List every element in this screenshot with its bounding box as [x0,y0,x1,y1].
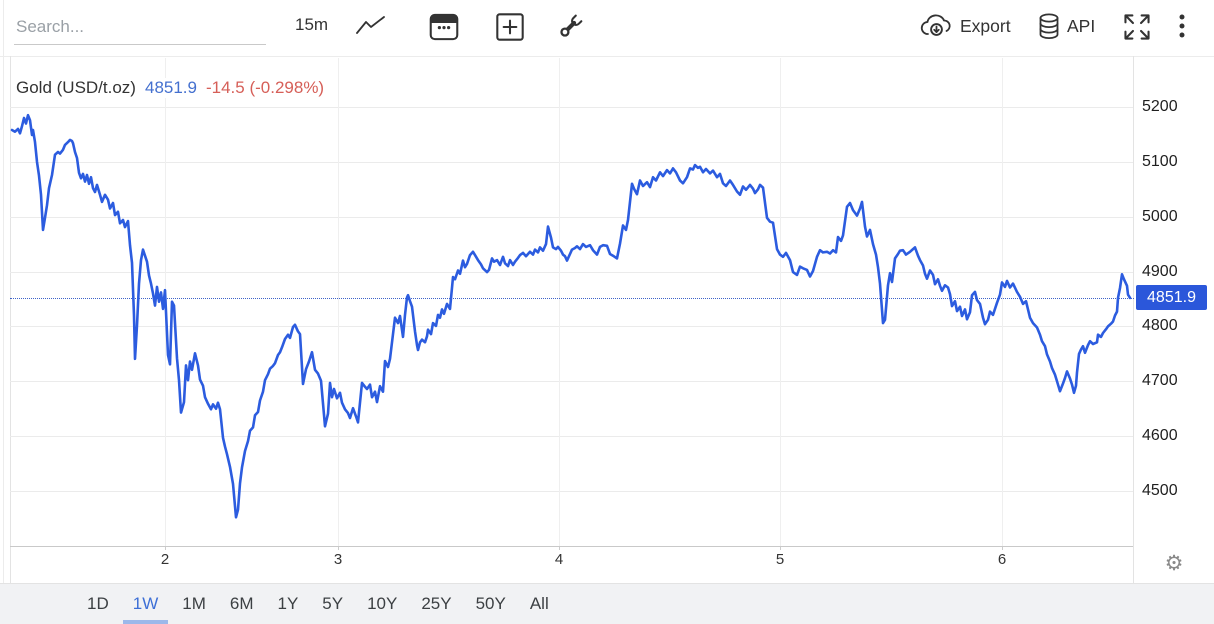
x-axis-label: 2 [160,551,170,568]
symbol-label: Gold (USD/t.oz) [16,78,136,97]
x-axis-label: 4 [554,551,564,568]
plot-left-border [10,56,11,583]
api-button[interactable]: API [1038,13,1095,40]
range-tab-1m[interactable]: 1M [182,594,206,613]
y-axis-label: 4900 [1142,262,1178,280]
axis-separator [1133,56,1134,583]
export-button[interactable]: Export [920,13,1011,39]
range-tab-1d[interactable]: 1D [87,594,109,613]
h-gridline [10,381,1133,383]
x-tick [1002,546,1003,550]
y-axis-label: 4500 [1142,482,1178,499]
chart-title: Gold (USD/t.oz) 4851.9 -14.5 (-0.298%) [16,78,331,98]
x-axis-line [10,546,1133,547]
line-style-icon[interactable] [355,16,387,36]
range-tab-1y[interactable]: 1Y [277,594,299,613]
x-tick [780,546,781,550]
range-tab-10y[interactable]: 10Y [367,594,398,613]
h-gridline [10,161,1133,163]
calendar-icon[interactable] [429,12,459,42]
x-axis-label: 3 [333,551,343,568]
x-axis-label: 6 [997,551,1007,568]
h-gridline [10,216,1133,218]
x-tick [559,546,560,550]
compare-plus-icon[interactable] [495,12,525,42]
current-price-line [10,298,1134,299]
y-axis-label: 4700 [1142,372,1178,390]
last-price-label: 4851.9 [144,78,197,97]
y-axis-label: 5200 [1142,98,1178,115]
range-tab-5y[interactable]: 5Y [322,594,344,613]
range-tab-25y[interactable]: 25Y [421,594,452,613]
cloud-export-icon [920,14,951,36]
tools-wrench-icon[interactable] [555,12,585,42]
h-gridline [10,326,1133,328]
price-line-chart[interactable] [0,0,1214,583]
h-gridline [10,436,1133,438]
y-axis-label: 5000 [1142,207,1178,225]
y-axis-label: 5100 [1142,152,1178,170]
export-label: Export [960,15,1011,36]
h-gridline [10,107,1133,108]
h-gridline [10,491,1133,492]
range-tabs: 1D 1W 1M 6M 1Y 5Y 10Y 25Y 50Y All [75,584,561,624]
y-axis-label: 4800 [1142,317,1178,335]
toolbar-divider [0,56,1214,57]
h-gridline [10,271,1133,273]
y-axis-label: 4600 [1142,427,1178,445]
range-tab-all[interactable]: All [529,594,549,613]
database-api-icon [1039,13,1059,39]
page-left-border [3,0,4,624]
x-axis-label: 5 [775,551,785,568]
range-tab-50y[interactable]: 50Y [475,594,506,613]
x-tick [165,546,166,550]
price-series-line [10,113,1132,519]
kebab-menu-icon[interactable] [1174,12,1190,42]
search-input[interactable] [14,10,266,45]
v-gridline [780,58,781,546]
price-change-label: -14.5 (-0.298%) [205,78,325,97]
interval-selector[interactable]: 15m [295,15,329,34]
v-gridline [1002,58,1003,546]
range-tab-6m[interactable]: 6M [229,594,254,613]
fullscreen-icon[interactable] [1122,12,1152,42]
x-tick [338,546,339,550]
current-price-badge: 4851.9 [1136,285,1207,310]
v-gridline [559,58,560,546]
v-gridline [338,58,339,546]
api-label: API [1067,16,1096,36]
toolbar: 15m Ex [0,0,1214,56]
range-tab-bar: 1D 1W 1M 6M 1Y 5Y 10Y 25Y 50Y All [0,583,1214,624]
range-tab-1w[interactable]: 1W [121,584,171,624]
gear-icon[interactable]: ⚙ [1164,551,1184,575]
